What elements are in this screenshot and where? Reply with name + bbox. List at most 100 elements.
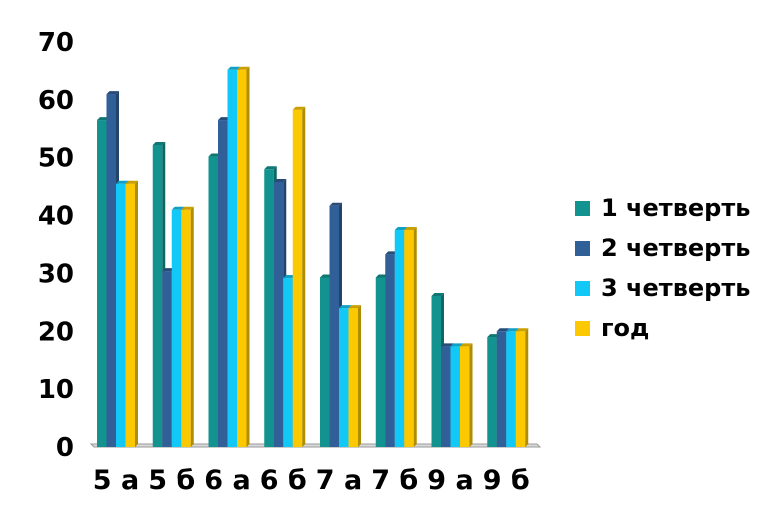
bar: [487, 337, 497, 447]
y-tick-label: 60: [38, 86, 74, 116]
y-tick-label: 0: [56, 433, 74, 463]
bar-side: [525, 328, 529, 447]
legend-label: год: [601, 314, 650, 342]
bar: [329, 205, 339, 447]
bar: [227, 69, 237, 448]
x-tick-label: 9 а: [427, 465, 473, 496]
x-tick-label: 7 б: [371, 465, 418, 496]
y-tick-label: 10: [38, 375, 74, 405]
bar: [348, 308, 358, 447]
bar: [116, 183, 126, 447]
bar-top: [496, 328, 510, 332]
bar-top: [273, 179, 287, 183]
bar: [97, 120, 107, 447]
bar: [106, 94, 116, 448]
bar: [292, 109, 303, 447]
bar: [441, 346, 451, 447]
bar-top: [385, 251, 398, 255]
bar-top: [227, 66, 240, 70]
bar: [394, 230, 405, 447]
legend-swatch: [575, 280, 590, 296]
bar-top: [375, 274, 389, 278]
bar-top: [218, 117, 231, 121]
bar-top: [339, 305, 352, 309]
y-tick-label: 30: [38, 259, 74, 289]
bar-top: [152, 141, 166, 145]
legend-item: 2 четверть: [575, 228, 750, 268]
legend-swatch: [575, 240, 590, 256]
bar: [506, 331, 516, 447]
bar-top: [487, 334, 500, 338]
bar-top: [116, 180, 129, 184]
bar: [273, 182, 284, 447]
bar-top: [320, 274, 333, 278]
legend-item: год: [575, 308, 750, 348]
bar: [404, 230, 414, 447]
x-tick-label: 5 а: [93, 465, 139, 496]
legend-swatch: [575, 320, 590, 336]
bar: [171, 209, 182, 447]
bar-top: [506, 328, 519, 332]
x-tick-label: 5 б: [148, 465, 195, 496]
bar-side: [246, 66, 250, 448]
bar: [431, 295, 441, 447]
bar: [339, 308, 349, 447]
bar-top: [329, 202, 342, 206]
bar: [237, 69, 247, 448]
bar: [152, 144, 163, 447]
bar: [515, 331, 526, 447]
bar-top: [97, 117, 110, 121]
bar-top: [431, 292, 444, 296]
bar-top: [264, 166, 277, 170]
bar: [385, 254, 395, 447]
bar-side: [413, 227, 417, 447]
x-tick-label: 6 б: [260, 465, 307, 496]
bar-top: [515, 328, 529, 332]
bar-top: [171, 206, 185, 210]
bar-top: [348, 305, 361, 309]
bar-top: [106, 91, 119, 95]
bar: [496, 331, 507, 447]
y-tick-label: 40: [38, 202, 74, 232]
bar: [264, 169, 274, 448]
bar: [208, 156, 218, 448]
x-tick-label: 6 а: [204, 465, 250, 496]
x-tick-label: 7 а: [316, 465, 362, 496]
bar: [181, 209, 191, 447]
bar-top: [460, 343, 473, 347]
bar-top: [450, 343, 463, 347]
bar: [125, 183, 135, 447]
bar-top: [441, 343, 454, 347]
legend-label: 2 четверть: [601, 234, 751, 262]
bar-side: [358, 305, 361, 447]
bar-side: [302, 106, 306, 447]
bar: [162, 271, 172, 447]
bar-top: [283, 275, 296, 279]
bar-top: [125, 180, 138, 184]
y-tick-label: 70: [38, 28, 74, 58]
bar: [218, 120, 228, 447]
bar-top: [162, 268, 175, 272]
bar: [450, 346, 460, 447]
bar: [320, 277, 330, 447]
y-tick-label: 50: [38, 144, 74, 174]
bar-top: [404, 227, 417, 231]
legend-label: 3 четверть: [601, 274, 751, 302]
bar-side: [135, 180, 138, 447]
bar: [460, 346, 470, 447]
bar-side: [469, 343, 473, 447]
bar-side: [190, 206, 194, 447]
bar-top: [237, 66, 250, 70]
legend: 1 четверть 2 четверть 3 четверть год: [575, 188, 750, 348]
bar: [375, 277, 386, 447]
legend-item: 3 четверть: [575, 268, 750, 308]
bar-top: [208, 153, 221, 157]
bar-top: [292, 106, 306, 110]
legend-swatch: [575, 200, 590, 216]
legend-item: 1 четверть: [575, 188, 750, 228]
bar-top: [181, 206, 194, 210]
x-tick-label: 9 б: [483, 465, 530, 496]
y-tick-label: 20: [38, 317, 74, 347]
bar-top: [394, 227, 408, 231]
